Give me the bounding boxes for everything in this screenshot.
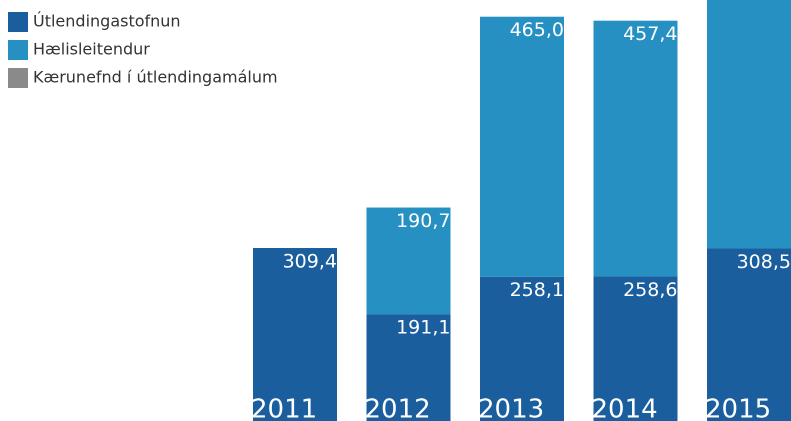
value-label: 190,7 — [396, 210, 450, 232]
bar-segment — [480, 276, 564, 421]
legend-label: Útlendingastofnun — [33, 12, 181, 31]
value-label: 258,1 — [510, 279, 564, 301]
bar-segment — [480, 16, 564, 277]
legend-label: Kærunefnd í útlendingamálum — [33, 68, 278, 87]
x-tick-label: 2013 — [478, 395, 544, 421]
bar-segment — [366, 314, 451, 421]
bar-segment — [366, 207, 451, 315]
value-label: 258,6 — [623, 279, 677, 301]
bar-segment — [593, 276, 678, 421]
x-tick-label: 2015 — [705, 395, 771, 421]
bar-segment — [593, 20, 678, 277]
value-label: 191,1 — [396, 317, 450, 339]
value-label: 465,0 — [510, 19, 564, 41]
value-label: 457,4 — [623, 23, 677, 45]
legend-label: Hælisleitendur — [33, 40, 150, 59]
x-tick-label: 2014 — [592, 395, 658, 421]
bar-segment — [707, 248, 791, 421]
value-label: 308,5 — [737, 251, 791, 273]
legend-swatch — [8, 40, 28, 60]
x-tick-label: 2012 — [365, 395, 431, 421]
value-label: 309,4 — [283, 251, 337, 273]
bar-segment — [253, 248, 337, 421]
legend-swatch — [8, 68, 28, 88]
legend-swatch — [8, 12, 28, 32]
x-tick-label: 2011 — [251, 395, 317, 421]
bar-segment — [707, 0, 791, 249]
